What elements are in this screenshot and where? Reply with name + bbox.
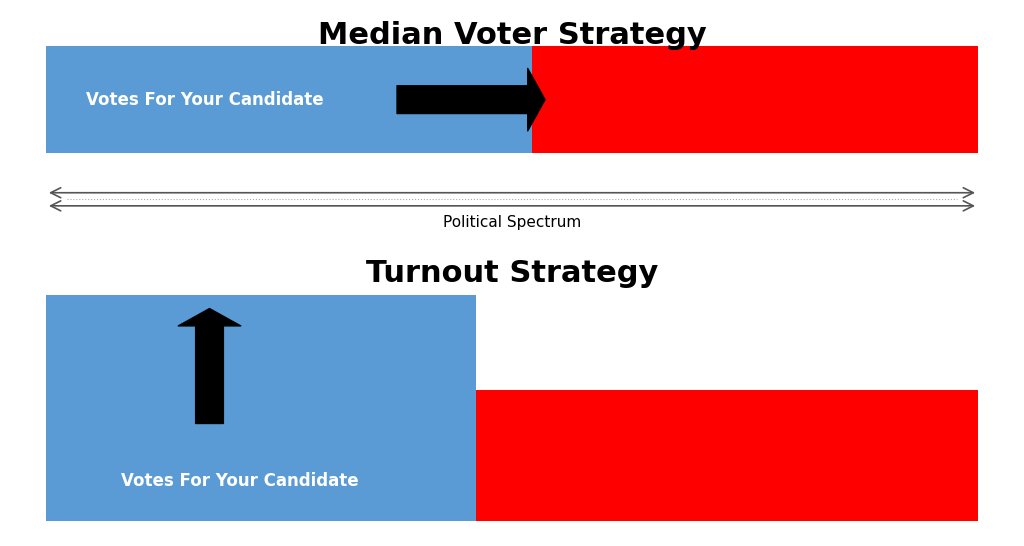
- Bar: [476, 390, 978, 521]
- Text: Political Spectrum: Political Spectrum: [442, 215, 582, 230]
- Bar: [532, 46, 978, 153]
- Text: Median Voter Strategy: Median Voter Strategy: [317, 21, 707, 50]
- Text: Votes For Your Candidate: Votes For Your Candidate: [121, 472, 358, 490]
- Text: Turnout Strategy: Turnout Strategy: [366, 258, 658, 288]
- Bar: [46, 46, 532, 153]
- Text: Votes For Your Candidate: Votes For Your Candidate: [86, 91, 324, 109]
- Bar: [46, 295, 476, 521]
